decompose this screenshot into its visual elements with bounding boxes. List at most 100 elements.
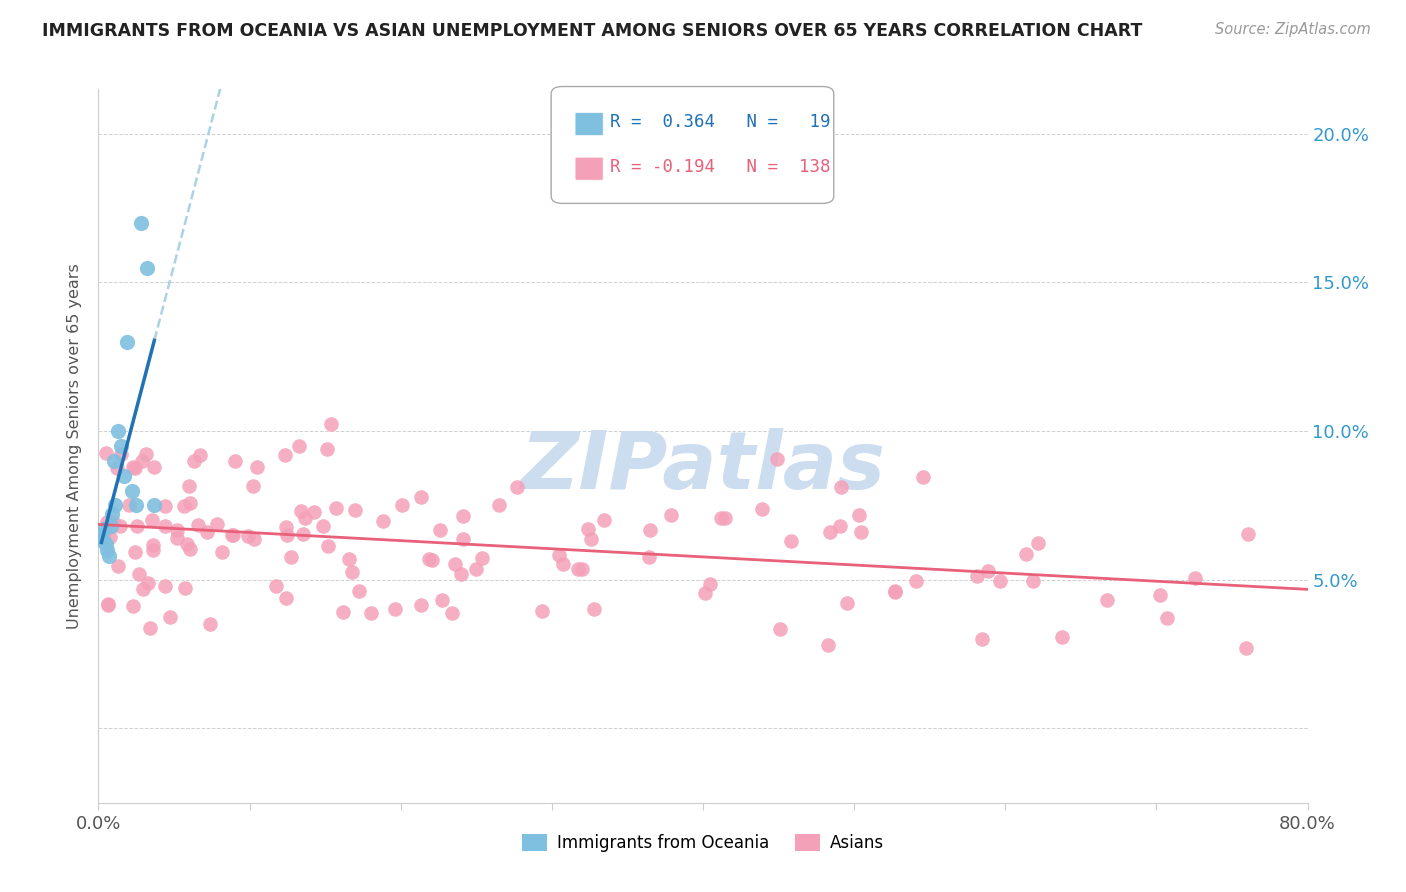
Point	[966, 569, 988, 583]
Point	[1022, 574, 1045, 589]
Point	[174, 581, 197, 595]
Point	[173, 499, 195, 513]
Point	[339, 552, 361, 566]
Point	[292, 527, 315, 541]
Point	[506, 480, 529, 494]
Point	[547, 549, 569, 563]
Point	[97, 597, 120, 611]
Point	[432, 593, 454, 607]
Point	[582, 602, 605, 616]
Point	[659, 508, 682, 523]
Point	[132, 582, 155, 596]
Point	[90, 528, 112, 542]
Point	[294, 510, 316, 524]
Point	[884, 585, 907, 599]
Point	[409, 490, 432, 504]
Point	[125, 499, 148, 513]
Text: R = -0.194   N =  138: R = -0.194 N = 138	[610, 158, 831, 176]
Point	[100, 519, 122, 533]
Point	[904, 574, 927, 588]
Point	[183, 454, 205, 468]
Point	[276, 527, 298, 541]
Point	[238, 529, 260, 543]
Point	[765, 452, 787, 467]
Point	[96, 543, 118, 558]
Point	[451, 509, 474, 524]
Point	[93, 522, 115, 536]
Point	[290, 504, 312, 518]
Point	[179, 479, 201, 493]
Point	[142, 538, 165, 552]
Point	[837, 596, 859, 610]
Point	[637, 549, 659, 564]
Point	[117, 498, 139, 512]
Point	[198, 617, 221, 632]
Point	[245, 459, 267, 474]
Point	[153, 519, 176, 533]
Point	[848, 508, 870, 523]
Point	[159, 609, 181, 624]
Point	[1095, 592, 1118, 607]
Point	[205, 517, 228, 532]
Point	[101, 508, 124, 522]
Point	[1149, 588, 1171, 602]
Point	[122, 599, 145, 614]
Point	[188, 448, 211, 462]
Point	[312, 518, 335, 533]
Point	[107, 559, 129, 574]
Point	[883, 584, 905, 599]
Point	[103, 454, 125, 468]
Point	[316, 539, 339, 553]
Point	[110, 439, 132, 453]
Point	[592, 513, 614, 527]
Point	[142, 542, 165, 557]
Point	[274, 591, 297, 605]
Point	[780, 534, 803, 549]
Point	[851, 525, 873, 540]
Point	[104, 499, 127, 513]
Point	[264, 579, 287, 593]
Point	[699, 576, 721, 591]
Point	[141, 512, 163, 526]
Point	[1237, 527, 1260, 541]
Point	[970, 632, 993, 646]
Point	[576, 522, 599, 536]
Point	[1052, 630, 1074, 644]
Point	[1184, 571, 1206, 585]
Point	[179, 496, 201, 510]
Point	[124, 461, 146, 475]
Point	[817, 638, 839, 652]
Point	[465, 562, 488, 576]
Point	[115, 334, 138, 349]
Point	[830, 480, 852, 494]
Point	[166, 531, 188, 545]
Point	[143, 499, 166, 513]
Point	[471, 550, 494, 565]
Point	[360, 606, 382, 620]
Point	[274, 520, 297, 534]
Point	[440, 606, 463, 620]
Point	[488, 499, 510, 513]
Point	[179, 542, 201, 557]
Point	[222, 528, 245, 542]
Point	[332, 606, 354, 620]
Point	[112, 468, 135, 483]
Point	[105, 461, 128, 475]
Point	[1014, 547, 1036, 561]
Text: ZIPatlas: ZIPatlas	[520, 428, 886, 507]
Point	[98, 530, 121, 544]
Point	[1156, 611, 1178, 625]
Point	[530, 604, 553, 618]
Point	[976, 564, 998, 578]
Point	[128, 566, 150, 581]
Point	[411, 598, 433, 612]
Point	[553, 558, 575, 572]
Point	[91, 534, 114, 549]
Point	[912, 470, 935, 484]
Point	[373, 514, 395, 528]
Point	[319, 417, 342, 431]
Point	[136, 575, 159, 590]
Text: R =  0.364   N =   19: R = 0.364 N = 19	[610, 113, 831, 131]
Point	[131, 454, 153, 468]
Point	[451, 532, 474, 546]
